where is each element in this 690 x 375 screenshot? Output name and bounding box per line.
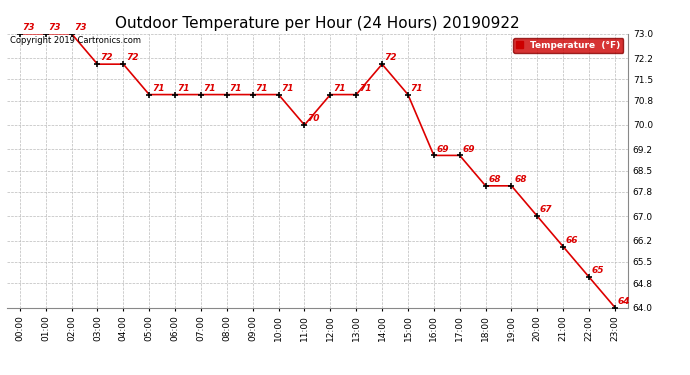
Text: 68: 68 xyxy=(489,175,501,184)
Text: 72: 72 xyxy=(385,53,397,62)
Text: 71: 71 xyxy=(411,84,423,93)
Text: 67: 67 xyxy=(540,206,553,214)
Text: 69: 69 xyxy=(462,145,475,154)
Text: 69: 69 xyxy=(437,145,449,154)
Text: 71: 71 xyxy=(204,84,216,93)
Text: 73: 73 xyxy=(48,23,61,32)
Text: 71: 71 xyxy=(152,84,164,93)
Text: 73: 73 xyxy=(75,23,87,32)
Text: 71: 71 xyxy=(359,84,371,93)
Text: 66: 66 xyxy=(566,236,578,245)
Text: Copyright 2019 Cartronics.com: Copyright 2019 Cartronics.com xyxy=(10,36,141,45)
Text: 65: 65 xyxy=(592,266,604,275)
Text: 71: 71 xyxy=(333,84,346,93)
Text: 71: 71 xyxy=(229,84,242,93)
Text: 73: 73 xyxy=(22,23,35,32)
Text: 64: 64 xyxy=(618,297,630,306)
Text: 70: 70 xyxy=(307,114,319,123)
Text: 71: 71 xyxy=(255,84,268,93)
Text: 71: 71 xyxy=(281,84,294,93)
Legend: Temperature  (°F): Temperature (°F) xyxy=(513,38,623,53)
Title: Outdoor Temperature per Hour (24 Hours) 20190922: Outdoor Temperature per Hour (24 Hours) … xyxy=(115,16,520,31)
Text: 68: 68 xyxy=(514,175,526,184)
Text: 72: 72 xyxy=(126,53,139,62)
Text: 72: 72 xyxy=(100,53,112,62)
Text: 71: 71 xyxy=(177,84,190,93)
